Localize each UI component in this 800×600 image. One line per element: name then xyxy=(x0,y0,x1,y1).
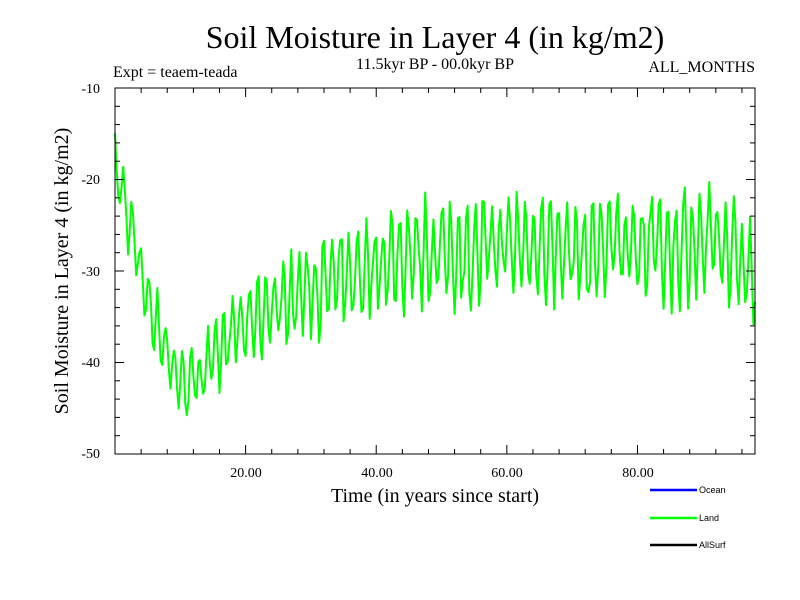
y-tick-label: -30 xyxy=(81,265,100,280)
axis-ticks xyxy=(115,87,755,455)
legend-label-ocean: Ocean xyxy=(699,485,726,495)
x-axis-label: Time (in years since start) xyxy=(331,485,539,507)
experiment-label: Expt = teaem-teada xyxy=(113,64,238,81)
x-tick-label: 60.00 xyxy=(491,466,523,481)
y-tick-label: -10 xyxy=(81,82,100,97)
chart-subtitle: 11.5kyr BP - 00.0kyr BP xyxy=(356,56,514,73)
legend: Ocean Land AllSurf xyxy=(650,485,726,550)
legend-label-allsurf: AllSurf xyxy=(699,540,726,550)
legend-label-land: Land xyxy=(699,513,719,523)
plot-area xyxy=(114,87,756,455)
series-line-land xyxy=(114,133,756,417)
series-group xyxy=(114,133,756,417)
chart-title: Soil Moisture in Layer 4 (in kg/m2) xyxy=(206,19,665,55)
y-axis-label: Soil Moisture in Layer 4 (in kg/m2) xyxy=(51,128,73,415)
y-tick-label: -50 xyxy=(81,447,100,462)
y-tick-label: -20 xyxy=(81,173,100,188)
x-tick-label: 80.00 xyxy=(622,466,654,481)
x-tick-label: 40.00 xyxy=(361,466,393,481)
x-tick-label: 20.00 xyxy=(230,466,262,481)
months-label: ALL_MONTHS xyxy=(648,59,755,76)
y-tick-label: -40 xyxy=(81,356,100,371)
